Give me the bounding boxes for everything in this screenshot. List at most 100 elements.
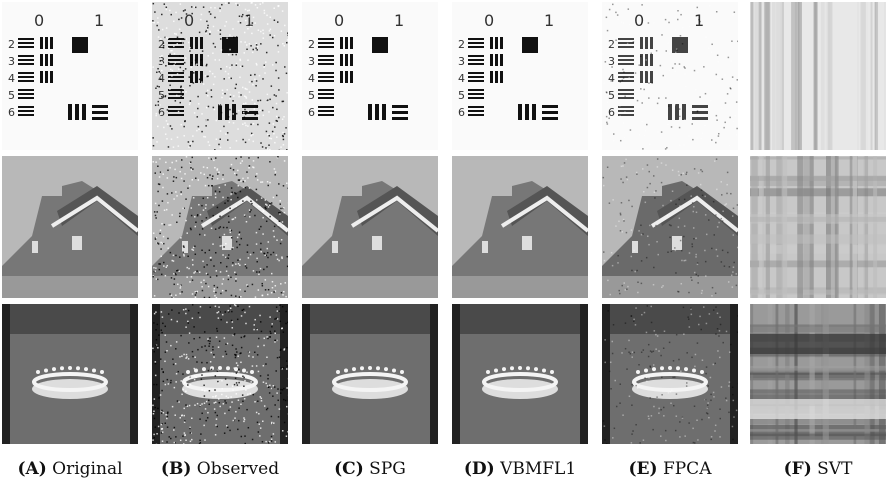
noise: [274, 20, 276, 22]
noise: [180, 335, 182, 337]
noise: [652, 429, 654, 431]
noise: [168, 48, 170, 50]
noise: [228, 216, 230, 218]
noise: [230, 232, 232, 234]
caption-name: VBMFL1: [499, 459, 576, 479]
noise: [239, 353, 241, 355]
noise: [220, 33, 222, 35]
noise: [222, 174, 224, 176]
noise: [208, 370, 210, 372]
noise: [226, 270, 228, 272]
noise: [184, 173, 186, 175]
noise: [288, 202, 290, 204]
noise: [186, 232, 188, 234]
noise: [286, 149, 288, 151]
noise: [178, 145, 180, 147]
bar-h: [318, 38, 334, 40]
noise: [176, 321, 178, 323]
bar-v: [645, 37, 648, 49]
noise: [726, 331, 728, 333]
noise: [655, 225, 657, 227]
bar-h: [692, 117, 708, 120]
noise: [184, 9, 186, 11]
noise: [695, 254, 697, 256]
noise: [276, 120, 278, 122]
noise: [261, 283, 263, 285]
noise: [257, 346, 259, 348]
bar-h: [168, 55, 184, 57]
noise: [286, 92, 288, 94]
noise: [254, 74, 256, 76]
noise: [228, 221, 230, 223]
noise: [277, 45, 279, 47]
noise: [628, 77, 630, 79]
noise: [171, 295, 173, 297]
noise: [166, 209, 168, 211]
noise: [220, 226, 222, 228]
bar-h: [318, 55, 334, 57]
noise: [179, 29, 181, 31]
caption: (D) VBMFL1: [464, 459, 576, 479]
noise: [204, 297, 206, 299]
noise: [223, 403, 225, 405]
noise: [665, 14, 667, 16]
noise: [240, 296, 242, 298]
noise: [179, 171, 181, 173]
noise: [221, 394, 223, 396]
noise: [724, 265, 726, 267]
noise: [196, 63, 198, 65]
noise: [207, 417, 209, 419]
noise: [254, 22, 256, 24]
noise: [201, 14, 203, 16]
noise: [215, 306, 217, 308]
noise: [152, 405, 154, 407]
noise: [719, 316, 721, 318]
noise: [719, 408, 721, 410]
noise: [170, 438, 172, 440]
noise: [728, 412, 730, 414]
noise: [156, 141, 158, 143]
noise: [626, 368, 628, 370]
noise: [253, 329, 255, 331]
noise: [661, 394, 663, 396]
noise: [684, 225, 686, 227]
bar-v: [682, 104, 686, 120]
noise: [234, 417, 236, 419]
noise: [654, 197, 656, 199]
noise: [268, 144, 270, 146]
noise: [646, 59, 648, 61]
noise: [711, 248, 713, 250]
noise: [231, 164, 233, 166]
noise: [732, 271, 734, 273]
noise: [156, 72, 158, 74]
noise: [685, 100, 687, 102]
noise: [230, 406, 232, 408]
noise: [678, 65, 680, 67]
noise: [183, 88, 185, 90]
noise: [255, 85, 257, 87]
bar-v: [490, 37, 493, 49]
pattern-label: 0: [334, 11, 344, 30]
noise: [645, 202, 647, 204]
noise: [733, 416, 735, 418]
noise: [283, 225, 285, 227]
noise: [274, 341, 276, 343]
noise: [153, 434, 155, 436]
bar-v: [495, 37, 498, 49]
bar-h: [168, 76, 184, 78]
noise: [223, 126, 225, 128]
stripe: [875, 2, 877, 150]
noise: [705, 275, 707, 277]
noise: [199, 32, 201, 34]
noise: [607, 30, 609, 32]
noise: [271, 440, 273, 442]
noise: [173, 273, 175, 275]
noise: [285, 400, 287, 402]
noise: [180, 3, 182, 5]
noise: [250, 74, 252, 76]
noise: [260, 251, 262, 253]
noise: [277, 21, 279, 23]
noise: [286, 73, 288, 75]
bar-h: [468, 97, 484, 99]
noise: [227, 427, 229, 429]
